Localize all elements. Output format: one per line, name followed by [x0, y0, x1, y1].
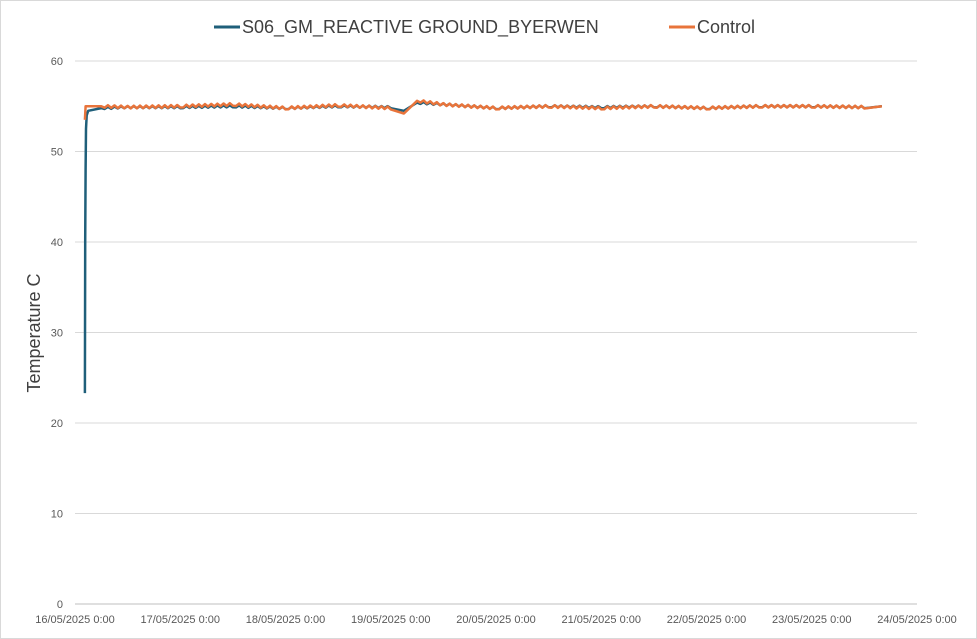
- legend: S06_GM_REACTIVE GROUND_BYERWEN Control: [214, 17, 755, 38]
- x-tick-label: 17/05/2025 0:00: [140, 614, 220, 626]
- x-tick-label: 16/05/2025 0:00: [35, 614, 115, 626]
- x-tick-label: 19/05/2025 0:00: [351, 614, 431, 626]
- legend-label: Control: [697, 17, 755, 37]
- series-line: [83, 100, 883, 394]
- y-tick-label: 40: [51, 237, 63, 249]
- y-tick-label: 0: [57, 599, 63, 611]
- x-tick-label: 23/05/2025 0:00: [772, 614, 852, 626]
- y-axis: 0 10 20 30 40 50 60: [51, 56, 63, 611]
- y-tick-label: 20: [51, 418, 63, 430]
- y-tick-label: 10: [51, 509, 63, 521]
- legend-label: S06_GM_REACTIVE GROUND_BYERWEN: [242, 17, 599, 38]
- gridlines: [75, 60, 917, 605]
- y-tick-label: 50: [51, 147, 63, 159]
- x-tick-label: 18/05/2025 0:00: [246, 614, 326, 626]
- series-lines: [83, 99, 883, 394]
- y-tick-label: 30: [51, 328, 63, 340]
- y-axis-title: Temperature C: [24, 273, 44, 392]
- x-tick-label: 21/05/2025 0:00: [561, 614, 641, 626]
- series-line: [83, 99, 883, 120]
- y-tick-label: 60: [51, 56, 63, 68]
- x-tick-label: 20/05/2025 0:00: [456, 614, 536, 626]
- x-tick-label: 22/05/2025 0:00: [667, 614, 747, 626]
- x-axis: 16/05/2025 0:00 17/05/2025 0:00 18/05/2025…: [35, 614, 957, 626]
- x-tick-label: 24/05/2025 0:00: [877, 614, 957, 626]
